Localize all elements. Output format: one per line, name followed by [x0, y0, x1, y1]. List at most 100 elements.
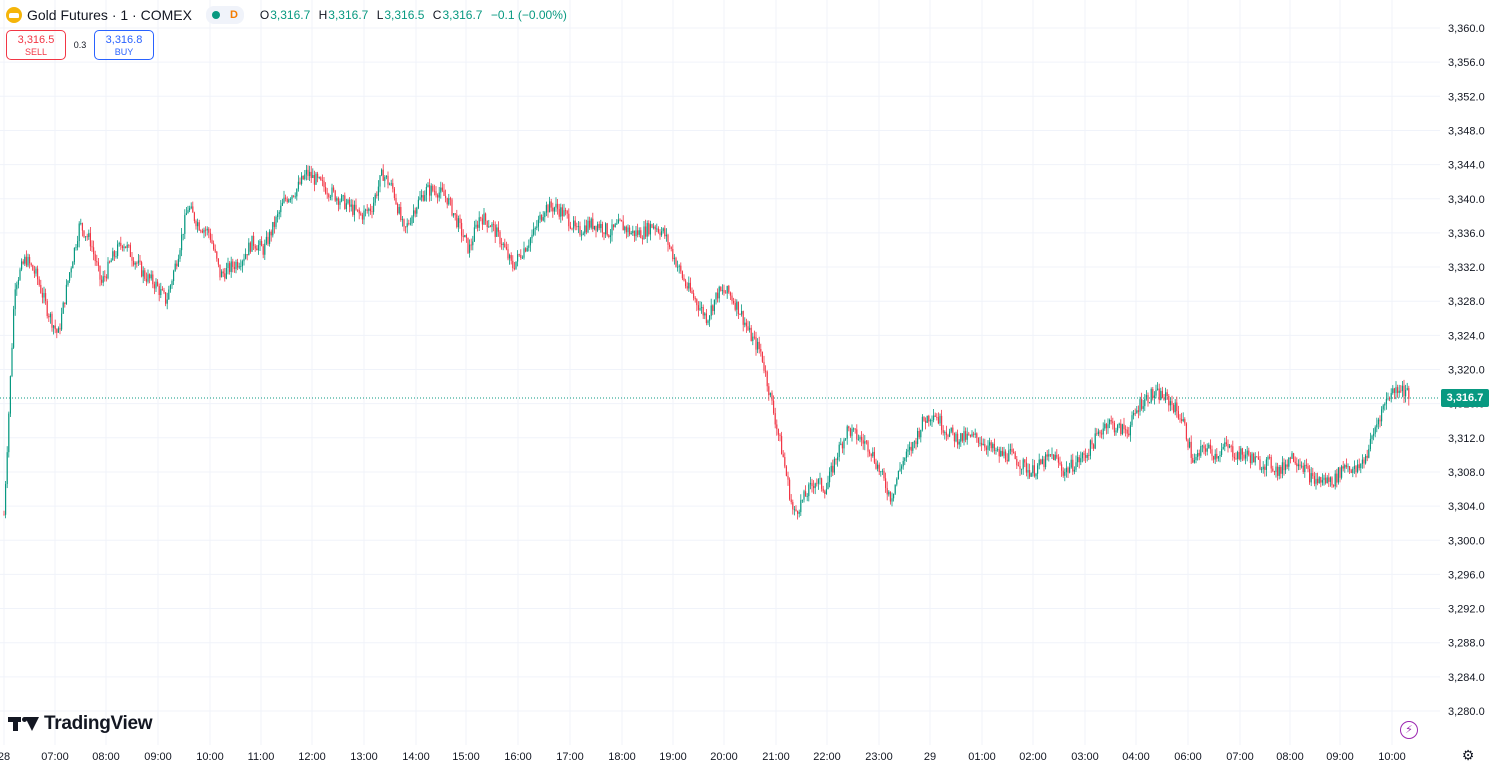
- candle-body: [118, 242, 120, 245]
- candle-body: [1168, 395, 1170, 406]
- candle-body: [253, 235, 255, 246]
- lightning-icon[interactable]: ⚡: [1400, 721, 1418, 739]
- candle-body: [1312, 473, 1314, 477]
- price-tick-label: 3,300.0: [1448, 535, 1485, 547]
- candle-body: [630, 232, 632, 235]
- candle-body: [230, 261, 232, 272]
- candle-body: [699, 307, 701, 310]
- candle-body: [1299, 464, 1301, 467]
- settings-gear-icon[interactable]: ⚙: [1461, 747, 1475, 763]
- candle-body: [41, 292, 43, 298]
- symbol-title[interactable]: Gold Futures · 1 · COMEX: [27, 7, 192, 23]
- candle-body: [35, 268, 37, 274]
- tradingview-logo[interactable]: TradingView: [8, 713, 153, 735]
- candle-body: [525, 248, 527, 252]
- candle-body: [269, 231, 271, 244]
- candle-body: [605, 223, 607, 235]
- candle-body: [497, 227, 499, 232]
- candle-body: [697, 305, 699, 310]
- time-axis[interactable]: 28 07:00 08:00 09:00 10:00 11:00 12:00 13:00 14:…: [0, 751, 1406, 763]
- candle-body: [483, 213, 485, 225]
- candle-body: [773, 400, 775, 414]
- candle-body: [1286, 464, 1288, 467]
- candle-body: [14, 289, 16, 310]
- candle-body: [278, 212, 280, 214]
- candle-body: [752, 336, 754, 342]
- candle-body: [521, 257, 523, 259]
- sell-button[interactable]: 3,316.5 SELL: [6, 30, 66, 60]
- candle-body: [1371, 435, 1373, 439]
- candle-body: [1078, 457, 1080, 463]
- candle-body: [1214, 453, 1216, 460]
- candle-body: [299, 181, 301, 184]
- candle-body: [233, 266, 235, 269]
- candle-body: [16, 284, 18, 290]
- candle-body: [1174, 402, 1176, 413]
- candle-body: [673, 257, 675, 260]
- candle-body: [619, 219, 621, 221]
- candle-body: [365, 209, 367, 211]
- candle-body: [83, 230, 85, 237]
- candle-body: [776, 424, 778, 430]
- candle-body: [1110, 419, 1112, 422]
- candle-body: [811, 482, 813, 487]
- candle-body: [731, 295, 733, 302]
- candle-body: [1278, 466, 1280, 476]
- candle-body: [563, 210, 565, 217]
- price-axis[interactable]: 3,360.0 3,356.0 3,352.0 3,348.0 3,344.0 3,340…: [1448, 23, 1485, 718]
- market-status[interactable]: D: [205, 6, 244, 24]
- candle-body: [880, 471, 882, 473]
- candle-body: [198, 222, 200, 231]
- candle-body: [257, 245, 259, 251]
- candle-body: [701, 307, 703, 308]
- candle-body: [550, 201, 552, 208]
- symbol-legend: Gold Futures · 1 · COMEX D O3,316.7 H3,3…: [6, 5, 572, 25]
- candle-body: [840, 443, 842, 445]
- candle-body: [134, 262, 136, 265]
- candle-body: [369, 208, 371, 212]
- candle-body: [1109, 419, 1111, 425]
- candle-body: [675, 257, 677, 267]
- candle-body: [102, 276, 104, 283]
- candle-body: [352, 204, 354, 215]
- candle-body: [248, 242, 250, 256]
- candle-body: [1355, 466, 1357, 473]
- candle-body: [357, 209, 359, 211]
- candle-body: [742, 311, 744, 325]
- candle-body: [110, 260, 112, 263]
- candle-body: [542, 217, 544, 221]
- candle-body: [1248, 450, 1250, 456]
- candle-body: [670, 246, 672, 250]
- candle-body: [62, 302, 64, 314]
- candle-body: [853, 428, 855, 430]
- candle-body: [1363, 459, 1365, 464]
- candle-body: [1013, 451, 1015, 453]
- candle-body: [1246, 450, 1248, 455]
- candle-body: [1305, 464, 1307, 466]
- candle-body: [1166, 392, 1168, 396]
- candle-body: [1256, 456, 1258, 458]
- candle-body: [1405, 389, 1407, 397]
- open-key: O: [259, 8, 270, 22]
- candle-body: [344, 195, 346, 210]
- candle-body: [126, 244, 128, 248]
- candle-body: [606, 223, 608, 236]
- candle-body: [1003, 451, 1005, 456]
- candle-body: [1089, 440, 1091, 456]
- candle-body: [225, 268, 227, 279]
- candle-body: [193, 212, 195, 222]
- candle-body: [192, 206, 194, 213]
- buy-button[interactable]: 3,316.8 BUY: [94, 30, 154, 60]
- candle-body: [1088, 455, 1090, 456]
- candle-body: [910, 446, 912, 451]
- candle-body: [80, 223, 82, 224]
- candle-body: [1112, 421, 1114, 423]
- buy-price: 3,316.8: [105, 34, 143, 46]
- candle-body: [251, 235, 253, 252]
- candle-body: [1291, 453, 1293, 459]
- candle-body: [49, 313, 51, 318]
- candle-body: [280, 205, 282, 213]
- candle-body: [817, 479, 819, 484]
- candle-body: [824, 491, 826, 495]
